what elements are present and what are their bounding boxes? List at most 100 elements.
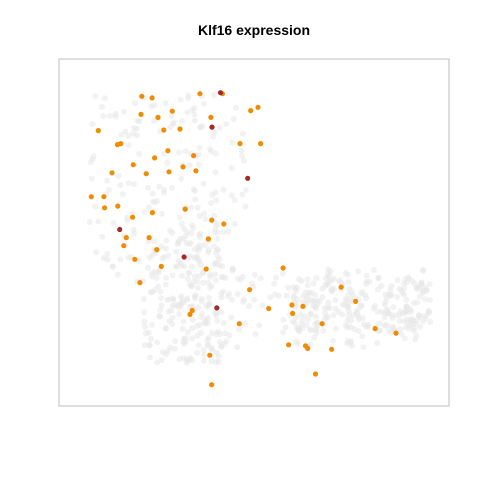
background-point — [154, 198, 160, 205]
background-point — [92, 203, 99, 210]
background-point — [382, 291, 389, 298]
background-point — [394, 294, 401, 300]
background-point — [403, 304, 410, 311]
low-expression-point — [319, 321, 325, 327]
background-point — [154, 339, 161, 346]
background-point — [271, 280, 278, 287]
background-point — [184, 275, 191, 282]
background-point — [175, 239, 182, 245]
background-point — [169, 321, 176, 327]
background-point — [194, 332, 201, 339]
background-point — [105, 186, 112, 193]
low-expression-point — [312, 371, 319, 377]
background-point — [206, 300, 213, 307]
background-point — [375, 275, 382, 282]
low-expression-point — [247, 287, 253, 293]
background-point — [169, 302, 176, 309]
background-point — [422, 296, 429, 303]
background-point — [236, 326, 242, 333]
background-point — [348, 317, 354, 324]
background-point — [195, 151, 202, 158]
low-expression-point — [143, 171, 149, 177]
low-expression-point — [290, 310, 296, 316]
background-point — [229, 139, 236, 146]
background-point — [267, 294, 274, 301]
background-point — [220, 320, 227, 326]
background-point — [280, 316, 287, 323]
background-point — [304, 276, 311, 283]
background-point — [154, 359, 161, 366]
low-expression-point — [353, 298, 359, 304]
low-expression-point — [258, 141, 264, 147]
background-point — [276, 292, 282, 299]
background-point — [196, 213, 203, 219]
background-point — [178, 302, 185, 309]
background-point — [176, 149, 182, 156]
background-point — [248, 280, 255, 287]
background-point — [233, 104, 239, 111]
background-point — [141, 318, 148, 325]
background-point — [196, 245, 203, 252]
background-point — [114, 271, 121, 278]
background-point — [309, 298, 316, 305]
background-point — [158, 357, 165, 363]
low-expression-point — [205, 236, 211, 242]
background-point — [172, 263, 179, 270]
background-point — [238, 147, 245, 154]
background-point — [163, 237, 170, 244]
background-point — [189, 325, 196, 332]
background-point — [397, 326, 404, 333]
background-point — [215, 353, 222, 360]
background-point — [426, 281, 433, 288]
background-point — [381, 301, 388, 308]
background-point — [205, 247, 212, 254]
background-point — [191, 117, 198, 124]
background-point — [394, 277, 401, 284]
background-point — [214, 318, 221, 324]
background-point — [205, 294, 212, 301]
background-point — [212, 224, 219, 231]
low-expression-point — [146, 235, 152, 241]
background-point — [222, 330, 229, 337]
background-point — [355, 313, 362, 320]
background-point — [129, 210, 136, 217]
background-point — [332, 325, 339, 332]
background-point — [388, 283, 395, 290]
background-point — [212, 277, 219, 284]
low-expression-point — [338, 284, 344, 290]
background-point — [293, 284, 300, 291]
low-expression-point — [152, 155, 158, 161]
background-point — [401, 285, 408, 292]
background-point — [381, 314, 388, 321]
background-point — [196, 321, 203, 328]
low-expression-point — [182, 206, 188, 212]
background-point — [181, 340, 188, 347]
background-point — [100, 113, 107, 120]
background-point — [179, 325, 186, 332]
background-point — [200, 279, 207, 286]
background-point — [228, 192, 235, 199]
low-expression-point — [121, 243, 127, 249]
background-point — [197, 230, 204, 237]
background-point — [390, 304, 397, 311]
background-point — [106, 112, 113, 119]
background-point — [170, 120, 177, 127]
background-point — [151, 268, 158, 275]
background-point — [418, 281, 425, 288]
background-point — [310, 302, 317, 309]
background-point — [177, 96, 184, 103]
low-expression-point — [208, 114, 214, 120]
background-point — [228, 165, 235, 172]
background-point — [178, 175, 185, 182]
low-expression-point — [169, 108, 175, 114]
background-point — [135, 257, 142, 264]
background-point — [259, 302, 266, 309]
low-expression-point — [289, 302, 295, 308]
background-point — [230, 116, 237, 122]
background-point — [185, 269, 192, 276]
low-expression-point — [236, 321, 242, 327]
low-expression-point — [191, 153, 197, 159]
background-point — [161, 186, 168, 193]
background-point — [90, 153, 97, 160]
